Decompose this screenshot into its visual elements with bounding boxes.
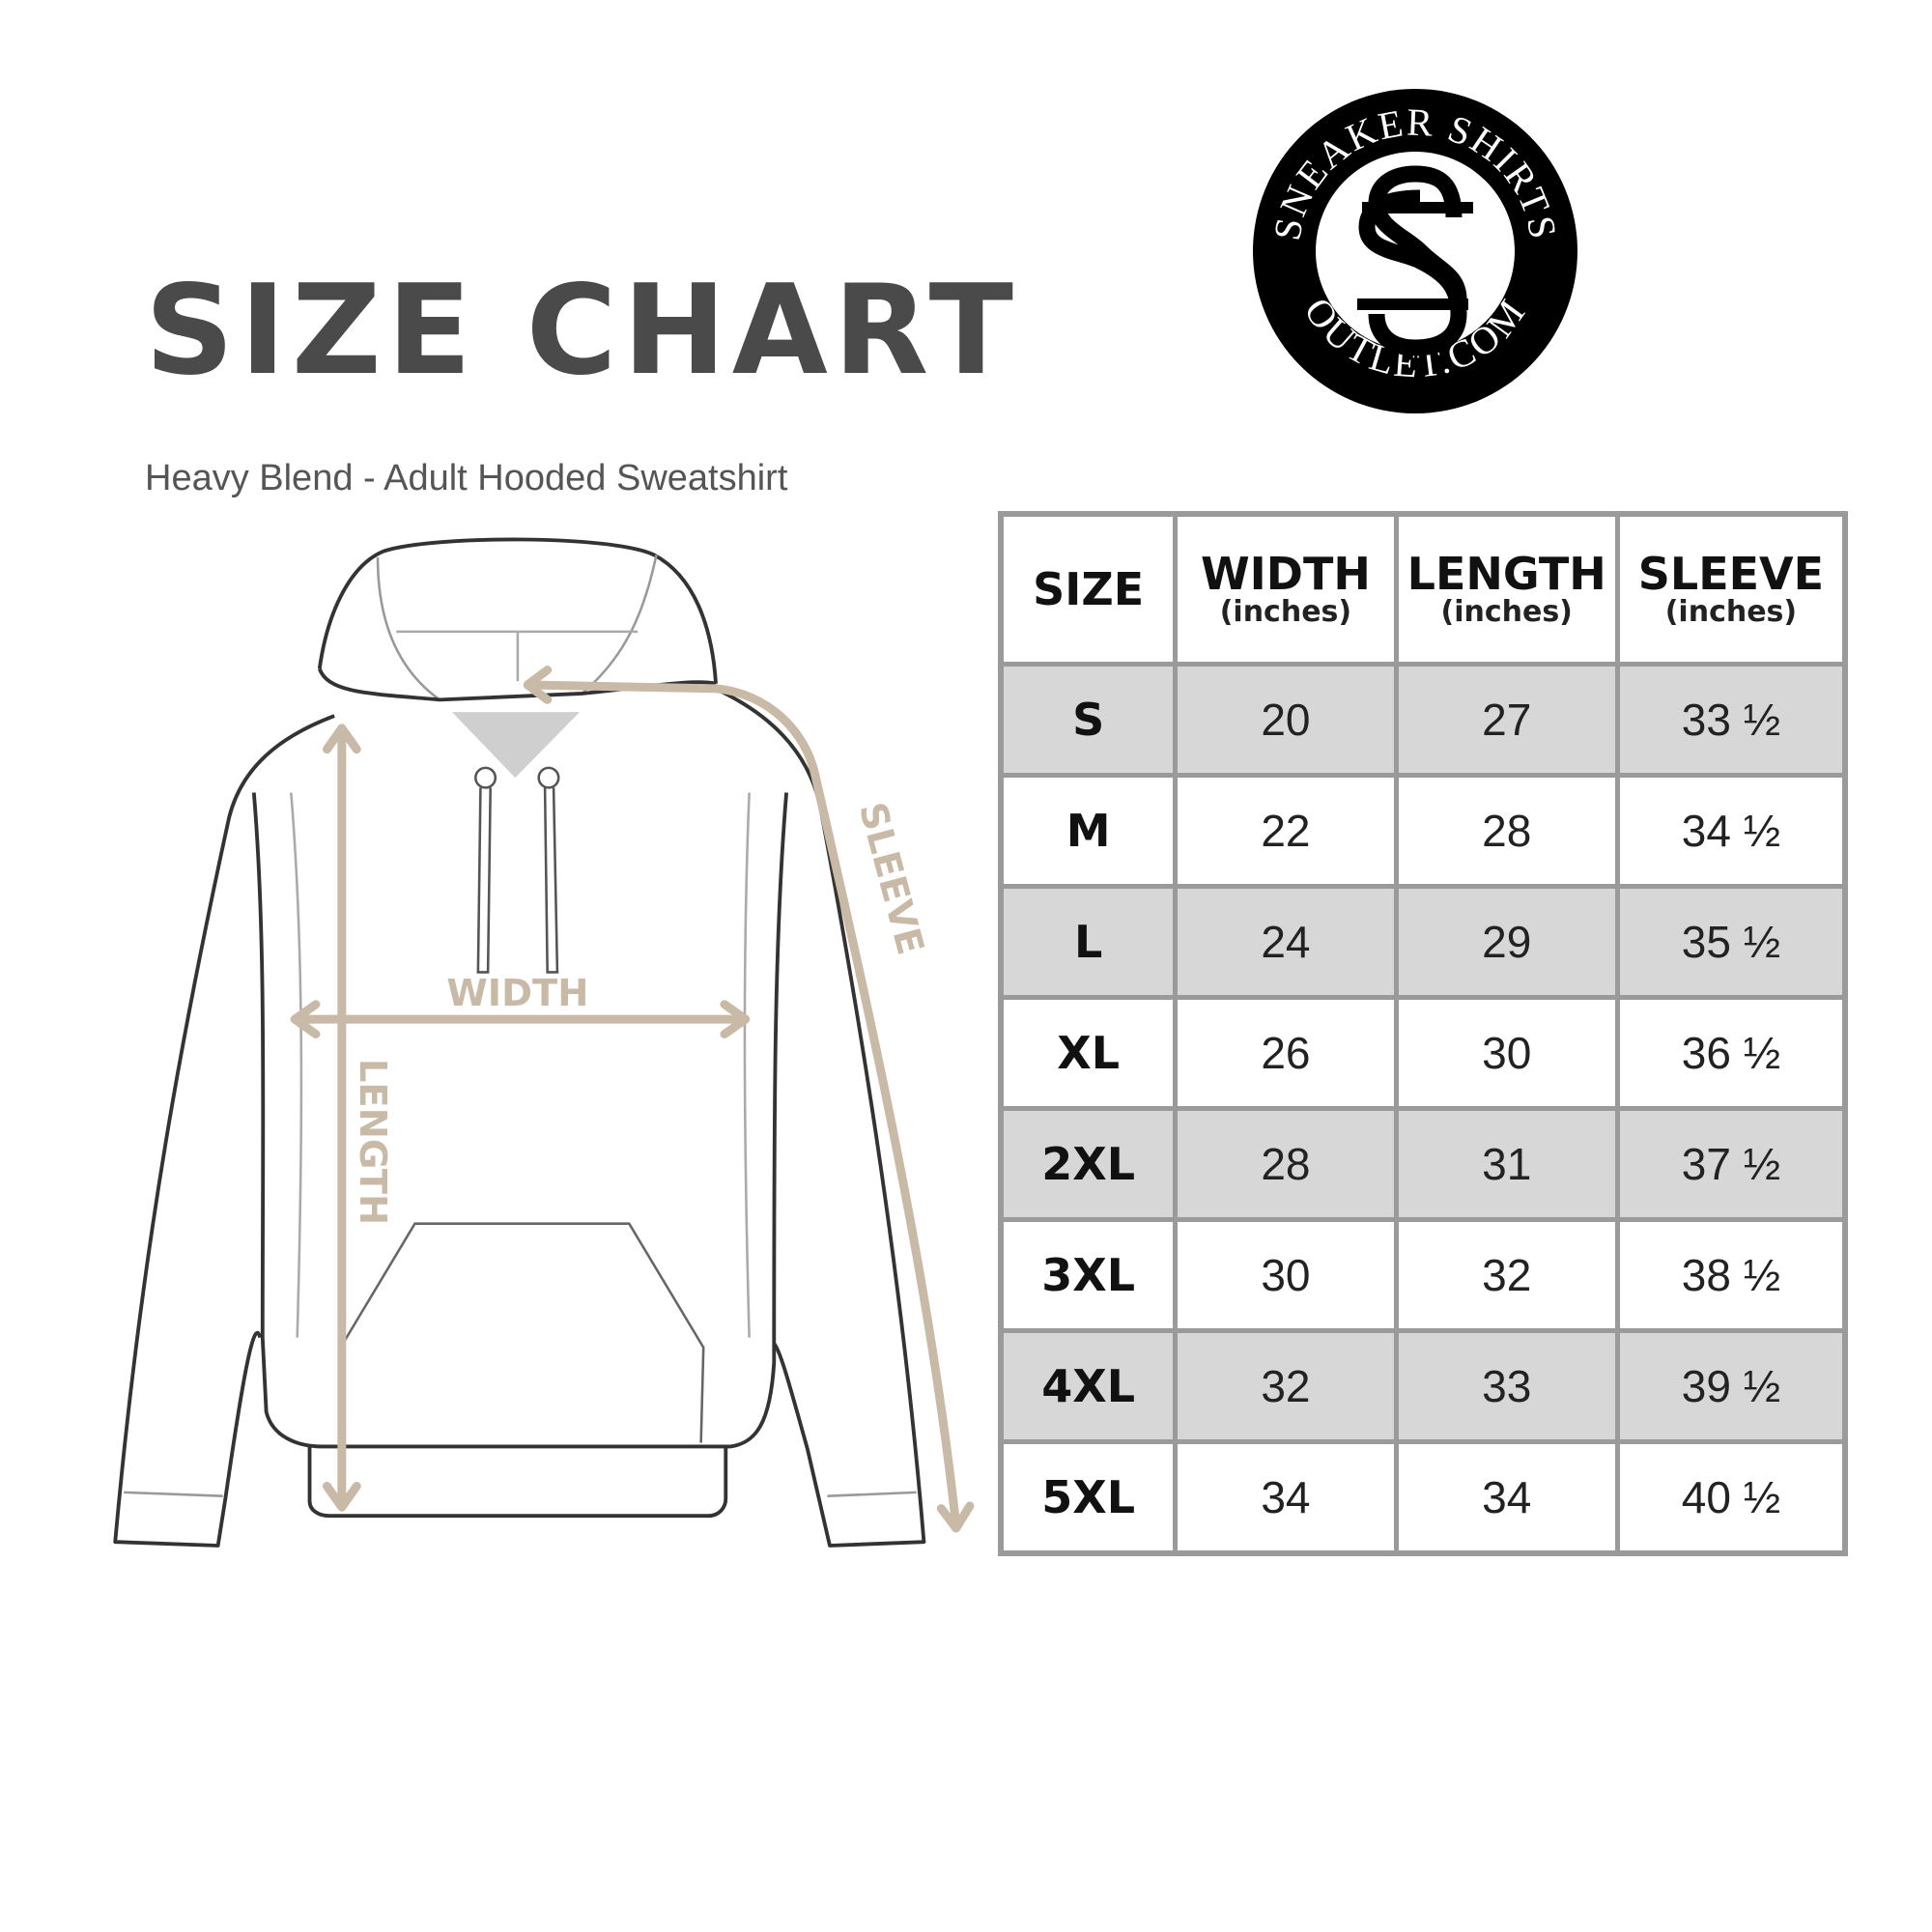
header-width: WIDTH (inches) bbox=[1173, 511, 1399, 667]
sleeve-cell: 33 ½ bbox=[1614, 662, 1848, 778]
monogram-icon bbox=[1357, 165, 1473, 356]
size-cell: 4XL bbox=[998, 1328, 1179, 1444]
width-cell: 32 bbox=[1173, 1328, 1399, 1444]
length-label: LENGTH bbox=[351, 1059, 394, 1225]
right-sleeve bbox=[711, 685, 926, 1548]
width-cell: 24 bbox=[1173, 884, 1399, 1000]
length-cell: 30 bbox=[1393, 995, 1620, 1111]
length-cell: 31 bbox=[1393, 1106, 1620, 1222]
pocket bbox=[339, 1222, 705, 1443]
header-row: SIZE WIDTH (inches) LENGTH (inches) SLEEVE… bbox=[998, 511, 1848, 667]
width-cell: 22 bbox=[1173, 773, 1399, 889]
length-cell: 34 bbox=[1393, 1439, 1620, 1556]
width-cell: 34 bbox=[1173, 1439, 1399, 1556]
size-cell: 2XL bbox=[998, 1106, 1179, 1222]
neck-gap bbox=[451, 712, 580, 779]
length-cell: 27 bbox=[1393, 662, 1620, 778]
hood-outline bbox=[317, 537, 718, 684]
width-arrow bbox=[290, 1000, 751, 1038]
size-cell: 5XL bbox=[998, 1439, 1179, 1556]
length-cell: 33 bbox=[1393, 1328, 1620, 1444]
length-cell: 28 bbox=[1393, 773, 1620, 889]
header-size: SIZE bbox=[998, 511, 1179, 667]
table-row: 2XL 28 31 37 ½ bbox=[998, 1106, 1848, 1222]
length-cell: 32 bbox=[1393, 1217, 1620, 1333]
sleeve-cell: 35 ½ bbox=[1614, 884, 1848, 1000]
sleeve-arrow bbox=[523, 666, 975, 1533]
size-cell: S bbox=[998, 662, 1179, 778]
product-subtitle: Heavy Blend - Adult Hooded Sweatshirt bbox=[145, 458, 788, 498]
table-row: 5XL 34 34 40 ½ bbox=[998, 1439, 1848, 1556]
header-length: LENGTH (inches) bbox=[1393, 511, 1620, 667]
brand-logo: SNEAKER SHIRTS OUTLET.COM bbox=[1253, 89, 1577, 413]
width-cell: 26 bbox=[1173, 995, 1399, 1111]
size-cell: XL bbox=[998, 995, 1179, 1111]
length-arrow bbox=[322, 724, 361, 1512]
width-label: WIDTH bbox=[446, 972, 588, 1015]
sleeve-label: SLEEVE bbox=[850, 798, 932, 959]
sleeve-cell: 38 ½ bbox=[1614, 1217, 1848, 1333]
size-cell: M bbox=[998, 773, 1179, 889]
sleeve-cell: 37 ½ bbox=[1614, 1106, 1848, 1222]
waistband bbox=[307, 1446, 728, 1519]
page-title: SIZE CHART bbox=[145, 259, 1019, 403]
width-cell: 30 bbox=[1173, 1217, 1399, 1333]
drawstrings bbox=[474, 766, 560, 974]
size-cell: 3XL bbox=[998, 1217, 1179, 1333]
table-row: XL 26 30 36 ½ bbox=[998, 995, 1848, 1111]
table-row: M 22 28 34 ½ bbox=[998, 773, 1848, 889]
width-cell: 20 bbox=[1173, 662, 1399, 778]
table-row: S 20 27 33 ½ bbox=[998, 662, 1848, 778]
width-cell: 28 bbox=[1173, 1106, 1399, 1222]
length-cell: 29 bbox=[1393, 884, 1620, 1000]
left-sleeve bbox=[113, 714, 335, 1548]
sleeve-cell: 36 ½ bbox=[1614, 995, 1848, 1111]
size-cell: L bbox=[998, 884, 1179, 1000]
sleeve-cell: 40 ½ bbox=[1614, 1439, 1848, 1556]
sleeve-cell: 39 ½ bbox=[1614, 1328, 1848, 1444]
header-sleeve: SLEEVE (inches) bbox=[1614, 511, 1848, 667]
table-row: 3XL 30 32 38 ½ bbox=[998, 1217, 1848, 1333]
size-table: SIZE WIDTH (inches) LENGTH (inches) SLEEVE… bbox=[998, 511, 1848, 1556]
sleeve-cell: 34 ½ bbox=[1614, 773, 1848, 889]
table-row: 4XL 32 33 39 ½ bbox=[998, 1328, 1848, 1444]
table-row: L 24 29 35 ½ bbox=[998, 884, 1848, 1000]
